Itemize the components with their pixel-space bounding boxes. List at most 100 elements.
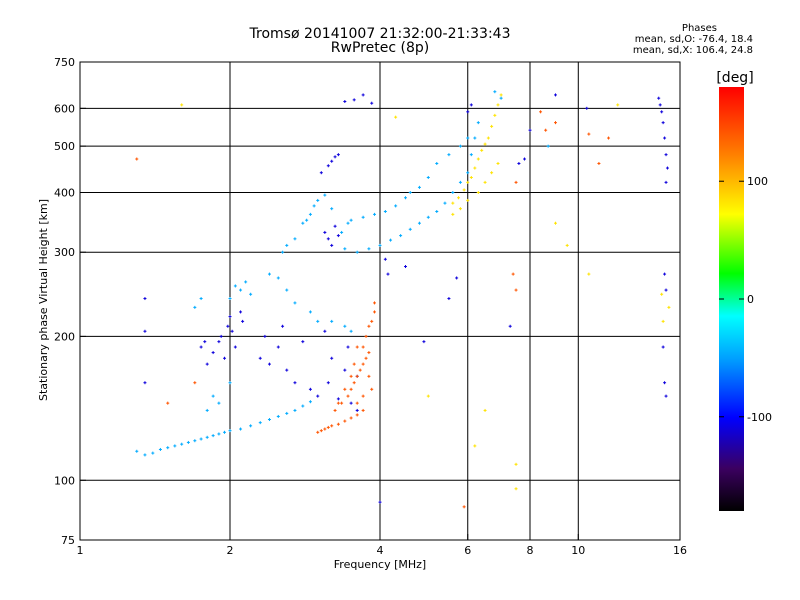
data-point: [217, 401, 221, 405]
data-point: [203, 340, 207, 344]
data-point: [293, 301, 297, 305]
data-point: [367, 324, 371, 328]
data-point: [361, 93, 365, 97]
phases-stats-x-mode: mean, sd,X: 106.4, 24.8: [632, 45, 753, 56]
data-point: [205, 408, 209, 412]
data-point: [514, 487, 518, 491]
data-point: [361, 362, 365, 366]
data-point: [403, 196, 407, 200]
data-point: [664, 153, 668, 157]
data-point: [355, 374, 359, 378]
data-point: [349, 387, 353, 391]
data-point: [228, 315, 232, 319]
data-point: [228, 429, 232, 433]
data-point: [469, 175, 473, 179]
data-point: [473, 166, 477, 170]
data-point: [285, 368, 289, 372]
data-point: [205, 435, 209, 439]
data-point: [661, 319, 665, 323]
data-point: [323, 230, 327, 234]
data-point: [403, 265, 407, 269]
data-point: [352, 381, 356, 385]
data-point: [383, 210, 387, 214]
data-point: [378, 500, 382, 504]
data-point: [333, 224, 337, 228]
data-point: [660, 110, 664, 114]
data-point: [394, 204, 398, 208]
data-point: [399, 234, 403, 238]
data-point: [285, 411, 289, 415]
data-point: [358, 368, 362, 372]
data-point: [330, 356, 334, 360]
data-point: [451, 212, 455, 216]
data-point: [511, 272, 515, 276]
data-point: [466, 180, 470, 184]
data-point: [319, 171, 323, 175]
data-point: [462, 188, 466, 192]
x-tick-label: 6: [464, 544, 471, 557]
data-point: [355, 401, 359, 405]
data-point: [323, 193, 327, 197]
data-point: [301, 340, 305, 344]
data-point: [389, 238, 393, 242]
data-point: [539, 110, 543, 114]
data-point: [663, 136, 667, 140]
data-point: [301, 221, 305, 225]
data-point: [408, 190, 412, 194]
data-point: [664, 288, 668, 292]
y-tick-label: 750: [54, 56, 75, 69]
data-point: [239, 288, 243, 292]
data-point: [330, 243, 334, 247]
data-point: [330, 159, 334, 163]
data-point: [343, 419, 347, 423]
data-point: [483, 142, 487, 146]
data-point: [267, 418, 271, 422]
data-point: [217, 432, 221, 436]
data-point: [349, 218, 353, 222]
data-point: [528, 128, 532, 132]
data-point: [308, 400, 312, 404]
data-point: [308, 212, 312, 216]
data-point: [293, 237, 297, 241]
scatter-points: [135, 90, 671, 509]
data-point: [316, 198, 320, 202]
data-point: [480, 148, 484, 152]
data-point: [319, 429, 323, 433]
data-point: [508, 324, 512, 328]
data-point: [665, 166, 669, 170]
y-tick-label: 75: [61, 534, 75, 547]
data-point: [258, 356, 262, 360]
data-point: [326, 164, 330, 168]
colorbar-tick-label: -100: [747, 411, 772, 424]
data-point: [326, 381, 330, 385]
data-point: [553, 121, 557, 125]
y-tick-label: 400: [54, 186, 75, 199]
data-point: [473, 444, 477, 448]
data-point: [326, 425, 330, 429]
data-point: [355, 250, 359, 254]
data-point: [476, 121, 480, 125]
data-point: [447, 153, 451, 157]
data-point: [228, 297, 232, 301]
data-point: [336, 397, 340, 401]
data-point: [367, 247, 371, 251]
data-point: [565, 243, 569, 247]
colorbar-tick-label: 0: [747, 293, 754, 306]
data-point: [217, 340, 221, 344]
data-point: [553, 221, 557, 225]
data-point: [514, 462, 518, 466]
data-point: [394, 115, 398, 119]
data-point: [333, 408, 337, 412]
chart-title-line2: RwPretec (8p): [330, 40, 430, 56]
data-point: [330, 319, 334, 323]
data-point: [469, 153, 473, 157]
data-point: [458, 180, 462, 184]
data-point: [276, 345, 280, 349]
data-point: [349, 329, 353, 333]
data-point: [383, 257, 387, 261]
data-point: [230, 329, 234, 333]
data-point: [483, 408, 487, 412]
data-point: [553, 93, 557, 97]
data-point: [499, 93, 503, 97]
data-point: [386, 272, 390, 276]
